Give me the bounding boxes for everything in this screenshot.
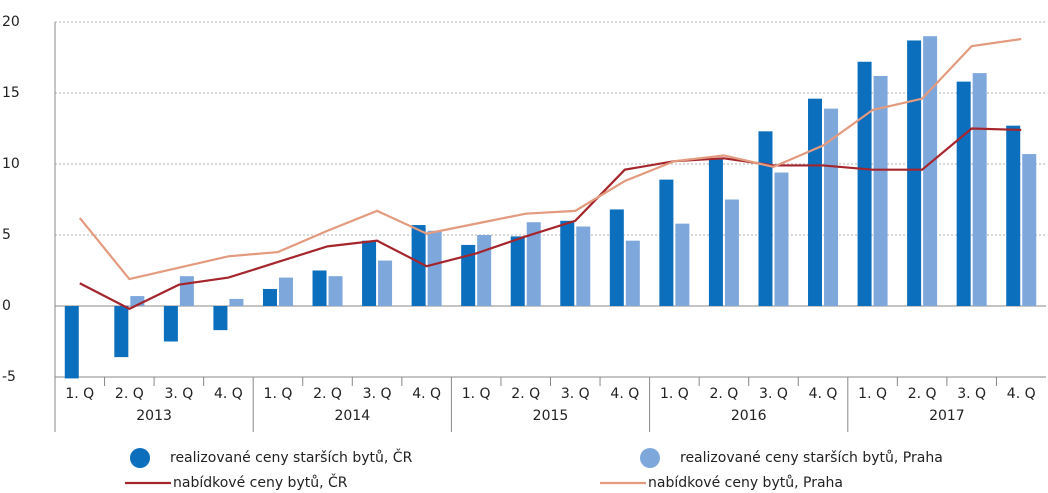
bar xyxy=(179,276,194,306)
bar xyxy=(312,270,327,306)
y-tick-label: 10 xyxy=(2,156,20,172)
x-tick-label: 4. Q xyxy=(809,386,838,402)
bar xyxy=(1022,154,1037,306)
bar xyxy=(262,288,277,306)
bar xyxy=(923,36,938,306)
bar xyxy=(576,226,591,306)
bar xyxy=(461,244,476,306)
bar xyxy=(378,260,393,306)
bar xyxy=(328,276,343,306)
group-label: 2016 xyxy=(731,408,767,424)
bar xyxy=(411,225,426,306)
bar xyxy=(972,73,987,307)
x-tick-label: 3. Q xyxy=(957,386,986,402)
bar xyxy=(427,230,442,306)
bar xyxy=(708,158,723,306)
legend-marker xyxy=(640,448,660,468)
legend-marker xyxy=(130,448,150,468)
legend-label: realizované ceny starších bytů, ČR xyxy=(170,448,413,466)
bar xyxy=(229,298,244,306)
y-tick-label: 0 xyxy=(2,298,11,314)
bar xyxy=(64,306,79,379)
bar xyxy=(675,223,690,306)
line xyxy=(78,37,1022,281)
bar xyxy=(824,108,839,307)
bar xyxy=(114,306,129,358)
line xyxy=(79,127,1022,311)
legend-label: nabídkové ceny bytů, ČR xyxy=(173,473,348,491)
bar xyxy=(857,61,872,307)
group-label: 2017 xyxy=(929,408,965,424)
x-tick-label: 4. Q xyxy=(214,386,243,402)
bar xyxy=(510,236,525,306)
x-tick-label: 3. Q xyxy=(759,386,788,402)
group-label: 2014 xyxy=(334,408,370,424)
x-tick-label: 3. Q xyxy=(363,386,392,402)
y-tick-label: 20 xyxy=(2,14,20,30)
x-tick-label: 4. Q xyxy=(412,386,441,402)
x-tick-label: 2. Q xyxy=(313,386,342,402)
bar xyxy=(163,306,178,342)
x-tick-label: 4. Q xyxy=(610,386,639,402)
y-tick-label: -5 xyxy=(2,369,16,385)
bar xyxy=(362,240,377,306)
bar xyxy=(130,296,145,306)
legend-label: realizované ceny starších bytů, Praha xyxy=(680,450,943,466)
x-tick-label: 3. Q xyxy=(561,386,590,402)
bar xyxy=(774,172,789,306)
x-tick-label: 1. Q xyxy=(462,386,491,402)
bar xyxy=(278,277,293,306)
group-label: 2015 xyxy=(533,408,569,424)
x-tick-label: 2. Q xyxy=(511,386,540,402)
bar xyxy=(873,75,888,307)
bar xyxy=(526,222,541,306)
bar xyxy=(609,209,624,306)
bar xyxy=(907,40,922,307)
bar xyxy=(659,179,674,306)
x-tick-label: 1. Q xyxy=(264,386,293,402)
bar xyxy=(758,131,773,306)
bar xyxy=(213,306,228,331)
x-tick-label: 1. Q xyxy=(660,386,689,402)
x-tick-label: 2. Q xyxy=(115,386,144,402)
x-tick-label: 1. Q xyxy=(65,386,94,402)
x-tick-label: 3. Q xyxy=(164,386,193,402)
x-tick-label: 2. Q xyxy=(710,386,739,402)
x-tick-label: 4. Q xyxy=(1007,386,1036,402)
bar xyxy=(724,199,739,306)
legend-label: nabídkové ceny bytů, Praha xyxy=(648,475,843,491)
bar xyxy=(477,235,492,306)
bar xyxy=(808,98,823,307)
y-tick-label: 15 xyxy=(2,85,20,101)
bar xyxy=(560,220,575,306)
y-tick-label: 5 xyxy=(2,227,11,243)
x-tick-label: 2. Q xyxy=(908,386,937,402)
bar xyxy=(956,81,971,306)
x-tick-label: 1. Q xyxy=(858,386,887,402)
group-label: 2013 xyxy=(136,408,172,424)
bar xyxy=(1006,125,1021,306)
bar xyxy=(625,240,640,306)
